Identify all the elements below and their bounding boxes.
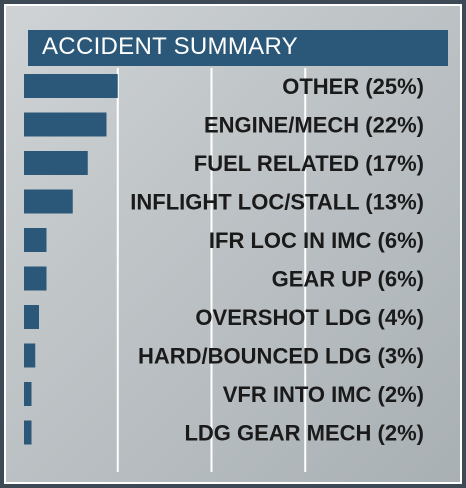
- bar-label: VFR INTO IMC (2%): [223, 382, 424, 407]
- chart-panel: ACCIDENT SUMMARY OTHER (25%) ENGINE/MECH …: [4, 4, 462, 484]
- bar-label: ENGINE/MECH (22%): [204, 113, 424, 138]
- bar: [24, 74, 118, 98]
- title-bar: ACCIDENT SUMMARY: [28, 30, 448, 66]
- bar: [24, 343, 36, 368]
- bar: [24, 112, 107, 137]
- bar-label: FUEL RELATED (17%): [194, 151, 424, 176]
- bar-label: HARD/BOUNCED LDG (3%): [138, 344, 424, 369]
- bar: [24, 305, 39, 329]
- chart-title: ACCIDENT SUMMARY: [42, 33, 298, 60]
- bar: [24, 382, 32, 406]
- bar-label: LDG GEAR MECH (2%): [184, 421, 424, 446]
- bar-label: IFR LOC IN IMC (6%): [209, 228, 424, 253]
- bar-labels: OTHER (25%) ENGINE/MECH (22%) FUEL RELATED…: [130, 74, 424, 446]
- bar: [24, 420, 32, 445]
- bar: [24, 151, 88, 175]
- bar: [24, 228, 47, 252]
- bar-chart: OTHER (25%) ENGINE/MECH (22%) FUEL RELATED…: [24, 68, 424, 472]
- bar: [24, 189, 73, 214]
- bar: [24, 266, 47, 291]
- bar-label: GEAR UP (6%): [272, 267, 424, 292]
- bar-label: OVERSHOT LDG (4%): [195, 305, 424, 330]
- bars: [24, 74, 118, 445]
- grid-lines: [116, 68, 307, 472]
- bar-label: INFLIGHT LOC/STALL (13%): [130, 190, 424, 215]
- bar-label: OTHER (25%): [282, 74, 424, 99]
